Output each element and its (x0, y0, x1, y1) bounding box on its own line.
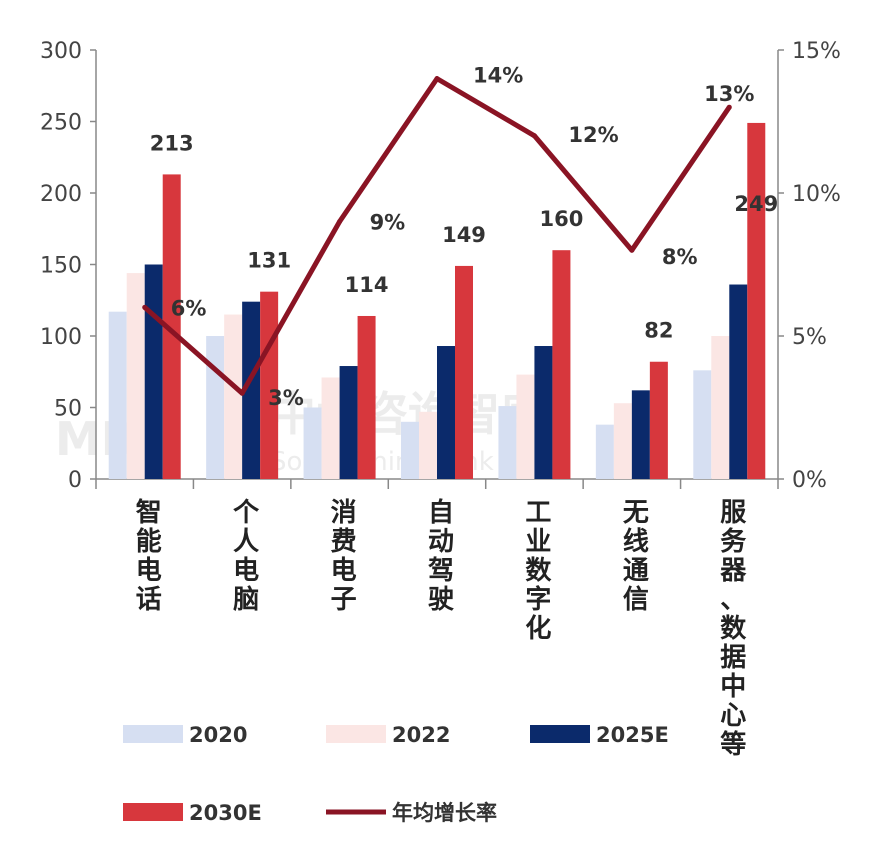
legend-label: 年均增长率 (392, 801, 497, 825)
y-left-tick-label: 250 (40, 111, 82, 136)
bar-2030E-5 (552, 250, 571, 479)
x-category-label: 智能电话 (136, 498, 162, 615)
legend-swatch-2022 (326, 725, 386, 743)
bar-2020-3 (303, 407, 322, 479)
x-category-label: 自动驾驶 (428, 497, 454, 615)
bar-2025E-1 (144, 264, 163, 479)
bar-2025E-3 (339, 366, 358, 479)
bar-2020-5 (498, 406, 517, 479)
bar-2030E-7 (747, 122, 766, 480)
legend-label: 2025E (596, 723, 669, 747)
x-category-label: 个人电脑 (233, 498, 260, 615)
bar-2030E-6 (649, 361, 668, 479)
bars-group (108, 122, 766, 480)
x-category-label: 服务器、数据中心等 (719, 498, 747, 760)
bar-2030E-1 (162, 174, 181, 479)
bar-2020-1 (108, 311, 127, 479)
line-data-label: 6% (171, 296, 207, 320)
y-right-tick-label: 5% (792, 325, 827, 350)
category-labels: 智能电话 个人电脑 消费电子 自动驾驶 工业数字化 无线通信 服务器、数据中心等 (136, 497, 748, 760)
growth-rate-point (726, 104, 732, 110)
bar-2025E-7 (729, 284, 748, 479)
bar-2030E-4 (455, 265, 473, 479)
line-data-label: 13% (704, 82, 754, 106)
bar-2025E-6 (631, 390, 650, 479)
legend-label: 2030E (189, 801, 262, 825)
legend: 2020 2022 2025E 2030E 年均增长率 (123, 723, 669, 825)
bar-2025E-5 (534, 346, 553, 479)
y-right-tick-label: 10% (792, 182, 841, 207)
line-data-label: 14% (473, 64, 523, 88)
bar-2022-1 (126, 273, 145, 479)
y-left-tick-label: 0 (68, 468, 82, 493)
y-left-tick-label: 300 (40, 39, 82, 64)
line-data-label: 12% (568, 123, 618, 147)
growth-rate-point (531, 133, 537, 139)
bar-data-label: 114 (345, 273, 389, 297)
y-left-tick-label: 50 (54, 397, 82, 422)
bar-2020-2 (206, 336, 225, 479)
legend-label: 2020 (189, 723, 247, 747)
bar-2022-3 (321, 377, 340, 479)
bar-data-label: 131 (247, 249, 291, 273)
bar-data-label: 249 (734, 192, 778, 216)
y-right-tick-label: 15% (792, 39, 841, 64)
bar-2020-6 (595, 424, 614, 479)
growth-rate-point (434, 76, 440, 82)
bar-data-label: 82 (644, 319, 673, 343)
bar-2030E-3 (357, 315, 376, 479)
bar-2020-7 (693, 370, 712, 479)
x-category-label: 无线通信 (623, 498, 649, 615)
bar-2022-5 (516, 374, 535, 479)
y-left-tick-label: 200 (40, 182, 82, 207)
legend-label: 2022 (392, 723, 450, 747)
bar-data-label: 149 (442, 223, 486, 247)
bar-data-label: 160 (540, 207, 584, 231)
legend-swatch-2020 (123, 725, 183, 743)
legend-swatch-2025E (530, 725, 590, 743)
x-category-label: 消费电子 (331, 498, 357, 615)
growth-line-group (142, 76, 732, 396)
growth-rate-point (239, 390, 245, 396)
line-data-label: 8% (662, 245, 698, 269)
bar-2022-2 (224, 314, 243, 479)
growth-rate-point (337, 219, 343, 225)
growth-rate-point (142, 304, 148, 310)
bar-2020-4 (401, 421, 419, 479)
bar-2022-6 (613, 403, 632, 479)
line-data-label: 9% (370, 211, 406, 235)
growth-rate-point (629, 247, 635, 253)
y-right-tick-label: 0% (792, 468, 827, 493)
y-left-tick-label: 150 (40, 254, 82, 279)
line-data-label: 3% (268, 386, 304, 410)
legend-swatch-2030E (123, 803, 183, 821)
data-labels: 213 131 114 149 160 82 249 6% 3% 9% 14% 12% 8% 13% (150, 64, 778, 411)
y-left-tick-label: 100 (40, 325, 82, 350)
bar-2022-4 (419, 411, 437, 479)
x-category-label: 工业数字化 (525, 498, 552, 644)
bar-data-label: 213 (150, 131, 194, 155)
bar-2025E-2 (242, 301, 261, 479)
bar-2022-7 (711, 336, 730, 479)
bar-2025E-4 (437, 346, 455, 479)
